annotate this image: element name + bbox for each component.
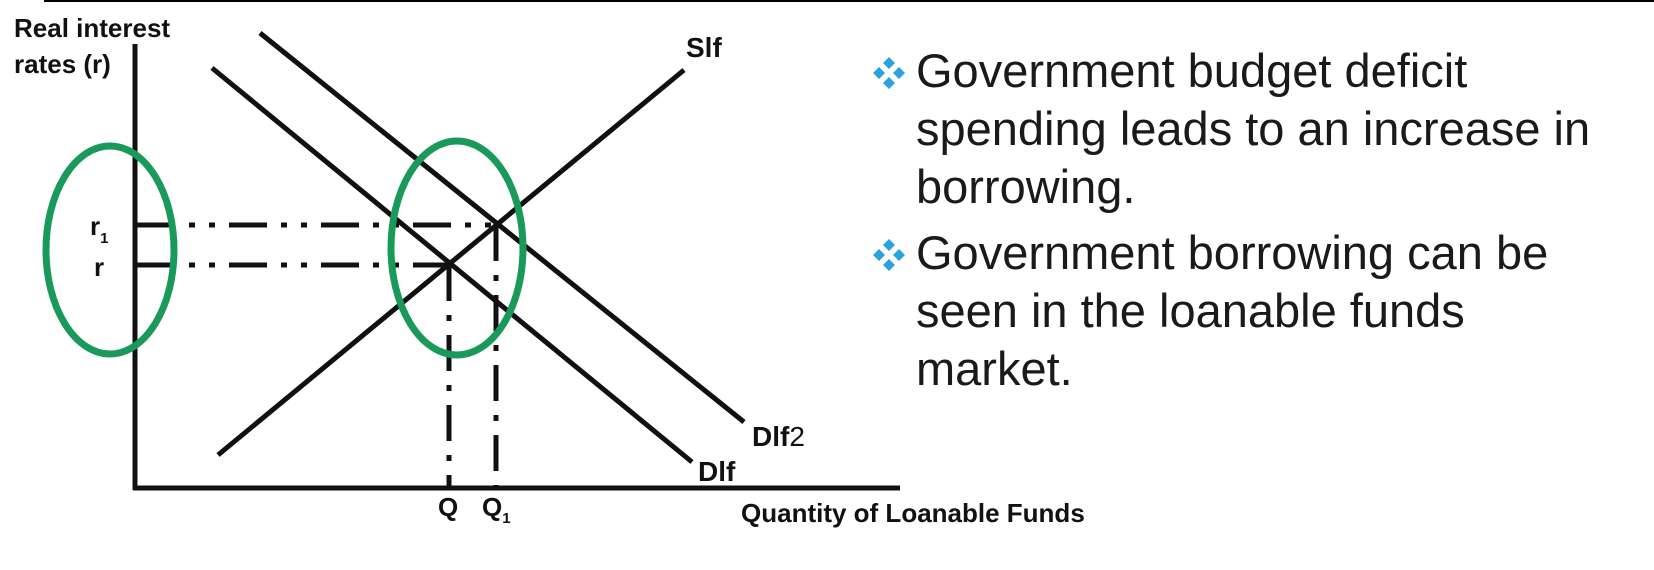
supply-curve-label: Slf [686, 32, 722, 63]
bullet-item: Government borrowing can be seen in the … [870, 224, 1630, 398]
bullet-list: Government budget deficit spending leads… [870, 42, 1630, 406]
rate-tick-label: r [94, 252, 104, 282]
qty-tick-label: Q [438, 492, 458, 522]
x-axis-label: Quantity of Loanable Funds [741, 498, 1085, 528]
highlight-rate-ellipse [42, 142, 178, 358]
y-axis-label-line2: rates (r) [14, 49, 111, 79]
rate1-tick-label: r1 [90, 211, 108, 247]
top-divider [44, 0, 1654, 2]
demand-curve-dlf [210, 66, 694, 464]
four-diamond-icon [873, 239, 905, 271]
demand-curve-dlf2 [258, 31, 746, 424]
bullet-item: Government budget deficit spending leads… [870, 42, 1630, 216]
highlight-equilibrium-ellipse [387, 137, 527, 359]
bullet-text: Government borrowing can be seen in the … [916, 226, 1549, 395]
four-diamond-icon [873, 57, 905, 89]
qty1-tick-label: Q1 [482, 492, 511, 527]
y-axis-label-line1: Real interest [14, 13, 170, 43]
demand-curve-label: Dlf [698, 456, 736, 487]
bullet-text: Government budget deficit spending leads… [916, 44, 1591, 213]
demand2-curve-label: Dlf2 [752, 421, 805, 452]
